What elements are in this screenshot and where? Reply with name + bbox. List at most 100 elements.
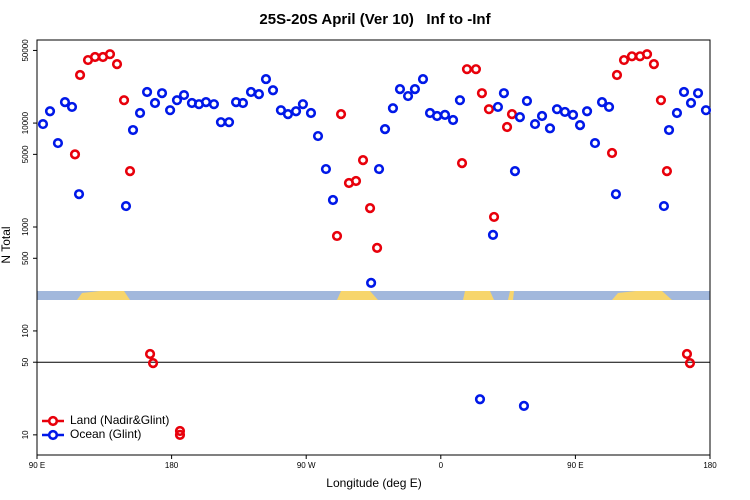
data-point <box>305 107 317 119</box>
y-tick-label: 10000 <box>21 111 30 134</box>
data-point <box>223 117 235 128</box>
x-tick-label: 90 E <box>567 461 583 470</box>
y-tick-label: 500 <box>21 251 30 265</box>
data-point <box>134 107 146 119</box>
data-point <box>521 95 533 107</box>
data-point <box>574 120 586 131</box>
data-point <box>487 229 499 240</box>
data-point <box>509 166 521 177</box>
data-point <box>52 137 64 149</box>
data-point <box>124 166 136 177</box>
x-tick-label: 180 <box>703 461 717 470</box>
data-point <box>171 95 183 106</box>
data-point <box>684 358 696 369</box>
data-point <box>474 394 486 405</box>
data-point <box>127 124 139 136</box>
data-point <box>327 194 339 206</box>
data-point <box>174 429 186 440</box>
data-point <box>536 110 548 122</box>
data-point <box>373 163 385 175</box>
data-point <box>498 88 510 99</box>
data-point <box>492 101 504 113</box>
data-point <box>658 200 670 212</box>
data-point <box>147 358 159 369</box>
y-tick-label: 100 <box>21 324 30 338</box>
data-point <box>641 49 653 60</box>
data-point <box>470 64 482 75</box>
data-point <box>366 277 377 288</box>
map-strip <box>37 291 710 300</box>
y-axis-label: N Total <box>0 226 13 263</box>
data-point <box>66 101 78 113</box>
data-point <box>89 51 101 63</box>
data-point <box>610 189 622 200</box>
data-point <box>439 109 451 120</box>
data-point <box>118 95 130 106</box>
data-point <box>559 106 571 118</box>
y-tick-label: 50 <box>21 357 30 366</box>
data-point <box>596 97 608 108</box>
x-tick-label: 90 W <box>297 461 316 470</box>
data-point <box>156 88 168 99</box>
data-point <box>290 106 302 117</box>
data-point <box>648 59 660 70</box>
data-point <box>37 118 49 130</box>
legend: Land (Nadir&Glint)Ocean (Glint) <box>42 413 169 441</box>
data-point <box>661 166 673 177</box>
data-point <box>208 99 220 110</box>
data-point <box>567 109 579 120</box>
data-point <box>387 103 399 114</box>
plot-frame <box>36 39 711 456</box>
legend-label: Ocean (Glint) <box>70 427 141 441</box>
data-point <box>141 86 153 98</box>
data-point <box>685 97 697 109</box>
land-patch <box>337 291 378 300</box>
data-point <box>671 107 683 119</box>
data-point <box>461 64 473 75</box>
y-tick-label: 10 <box>21 430 30 439</box>
land-patch <box>612 291 672 300</box>
data-point <box>215 117 227 128</box>
data-point <box>178 89 190 101</box>
data-point <box>312 130 324 142</box>
data-point <box>144 348 156 360</box>
y-tick-label: 5000 <box>21 145 30 163</box>
data-point <box>518 400 530 411</box>
x-axis-label: Longitude (deg E) <box>326 476 421 490</box>
data-point <box>581 106 593 117</box>
data-point <box>514 112 526 123</box>
data-point <box>456 157 468 169</box>
data-point <box>402 90 414 102</box>
data-point <box>282 108 294 120</box>
data-point <box>603 101 615 113</box>
data-point <box>331 230 343 242</box>
data-point <box>692 88 704 99</box>
data-point <box>589 137 601 149</box>
data-point <box>357 155 369 166</box>
data-point <box>320 163 332 175</box>
x-tick-label: 90 E <box>29 461 45 470</box>
data-point <box>529 118 541 130</box>
data-point <box>174 425 186 437</box>
data-point <box>551 104 563 115</box>
data-point <box>663 124 675 136</box>
data-point <box>606 147 618 159</box>
chart-title: 25S-20S April (Ver 10) Inf to -Inf <box>259 11 491 28</box>
x-tick-label: 0 <box>439 461 444 470</box>
data-point <box>371 242 383 253</box>
data-point <box>409 84 421 95</box>
land-patch <box>77 291 130 300</box>
data-point <box>237 97 249 109</box>
land-patch <box>508 291 514 300</box>
data-point <box>678 86 690 98</box>
data-point <box>350 175 362 187</box>
data-point <box>700 105 712 116</box>
data-point <box>165 105 176 116</box>
data-point <box>69 149 81 160</box>
data-point <box>200 97 212 108</box>
data-point <box>149 97 161 109</box>
data-point <box>59 97 71 108</box>
data-point <box>447 114 459 126</box>
data-point <box>44 106 56 117</box>
